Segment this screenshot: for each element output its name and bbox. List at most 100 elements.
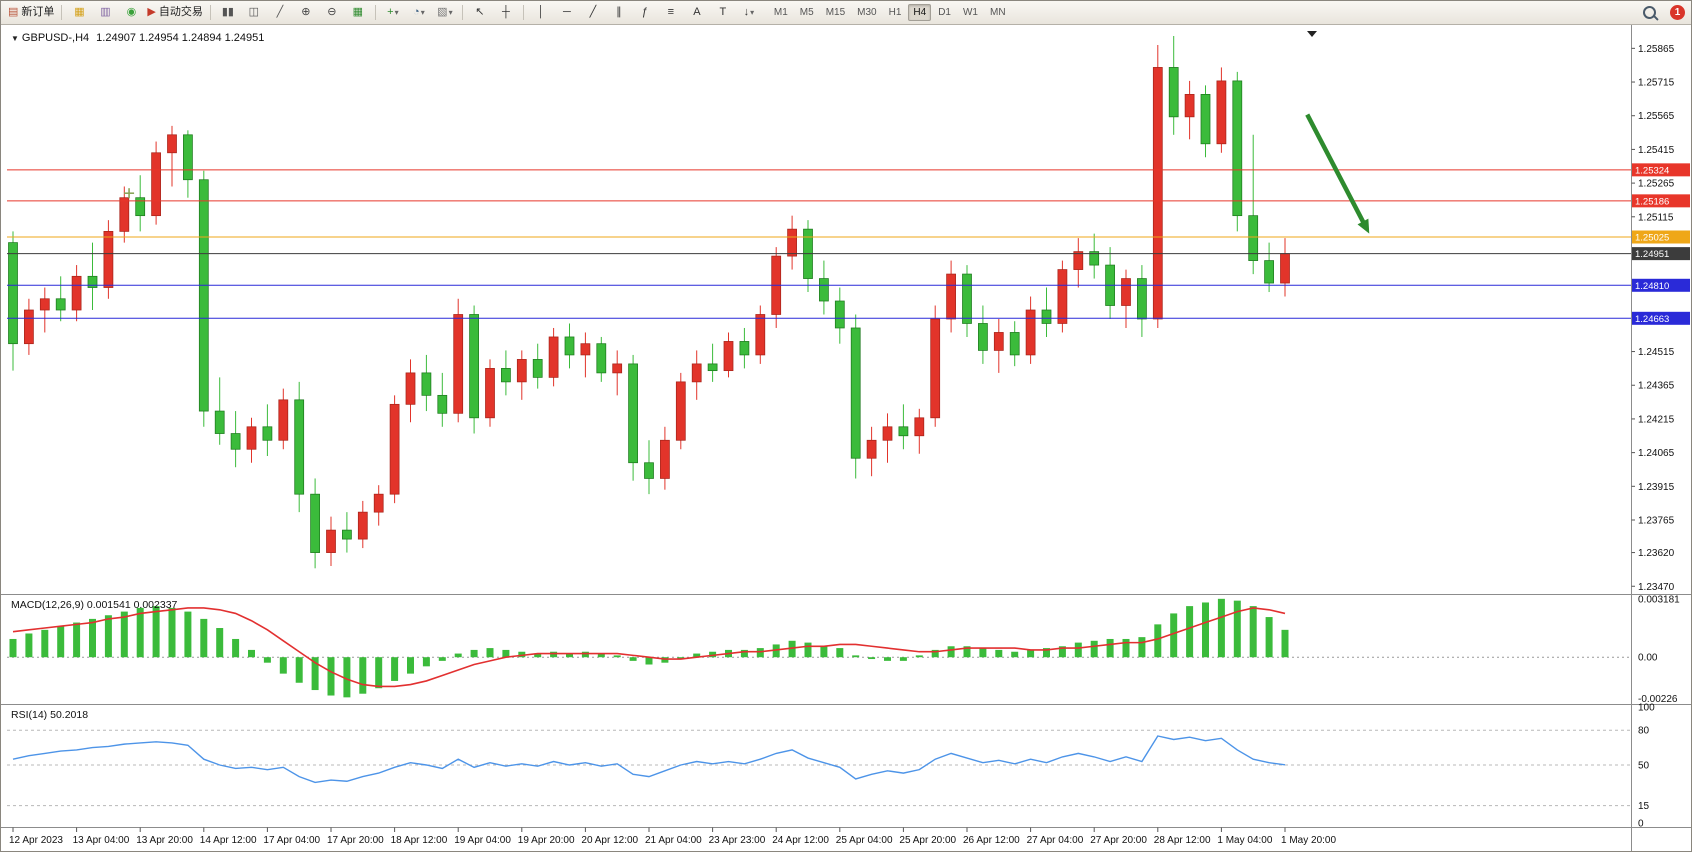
- candle-body: [516, 359, 527, 383]
- candle-body: [151, 152, 161, 217]
- macd-bar: [486, 648, 494, 658]
- candle-body: [103, 231, 114, 288]
- fibonacci-button[interactable]: ƒ: [632, 2, 658, 24]
- price-badge[interactable]: [1632, 278, 1690, 292]
- price-tick: 1.25415: [1638, 145, 1675, 156]
- price-badge[interactable]: [1632, 311, 1690, 325]
- text-label-button[interactable]: T: [710, 2, 736, 24]
- text-button[interactable]: A: [684, 2, 710, 24]
- macd-bar: [279, 657, 287, 674]
- data-window-icon-icon: ▥: [100, 6, 111, 18]
- chart-shift-marker[interactable]: [1307, 31, 1317, 37]
- candle-body: [548, 336, 559, 378]
- macd-bar: [1011, 651, 1019, 658]
- symbol-collapse-icon[interactable]: ▼: [11, 34, 19, 43]
- time-label: 1 May 20:00: [1281, 835, 1336, 846]
- symbol-label: ▼ GBPUSD-,H4 1.24907 1.24954 1.24894 1.249…: [11, 32, 264, 44]
- macd-bar: [1186, 606, 1194, 658]
- timeframe-m5[interactable]: M5: [799, 7, 814, 18]
- zoom-out-button[interactable]: ⊖: [319, 2, 345, 24]
- candle-body: [739, 341, 750, 356]
- zoom-in-button[interactable]: ⊕: [293, 2, 319, 24]
- macd-bar: [931, 649, 939, 658]
- macd-values: 0.001541 0.002337: [86, 599, 178, 611]
- tile-windows-button[interactable]: ▦: [345, 2, 371, 24]
- candle-chart-mode-button[interactable]: ◫: [241, 2, 267, 24]
- timeframe-w1[interactable]: W1: [962, 7, 978, 18]
- search-button[interactable]: [1636, 2, 1662, 24]
- macd-axis-label: 0.003181: [1638, 595, 1680, 606]
- macd-name: MACD(12,26,9): [11, 599, 84, 611]
- time-label: 24 Apr 12:00: [772, 835, 829, 846]
- price-tick: 1.25715: [1638, 78, 1675, 89]
- candle-body: [882, 426, 893, 441]
- bar-chart-mode-icon: ▮▮: [221, 6, 234, 18]
- macd-bar: [661, 657, 669, 663]
- price-badge[interactable]: [1632, 194, 1690, 208]
- candle-body: [993, 332, 1004, 351]
- candle-body: [612, 363, 623, 374]
- new-order-button[interactable]: ▤ 新订单: [5, 2, 57, 24]
- price-badge[interactable]: [1632, 230, 1690, 244]
- candle-body: [262, 426, 273, 441]
- cursor-button[interactable]: ↖: [467, 2, 493, 24]
- macd-bar: [947, 646, 955, 658]
- toolbar-separator: [374, 5, 376, 20]
- vertical-line-button[interactable]: │: [528, 2, 554, 24]
- timeframe-h4[interactable]: H4: [908, 4, 932, 21]
- trend-arrow[interactable]: [1305, 113, 1369, 229]
- channel-button[interactable]: ∥: [606, 2, 632, 24]
- macd-bar: [995, 649, 1003, 658]
- charts-window-icon-icon: ▦: [74, 6, 85, 18]
- shapes-button[interactable]: ≡: [658, 2, 684, 24]
- horizontal-line-button[interactable]: ─: [554, 2, 580, 24]
- line-chart-mode-button[interactable]: ╱: [267, 2, 293, 24]
- macd-bar: [1170, 613, 1178, 658]
- price-badge[interactable]: [1632, 163, 1690, 177]
- timeframe-m1[interactable]: M1: [773, 7, 788, 18]
- macd-bar: [1074, 642, 1082, 658]
- macd-bar: [1122, 638, 1130, 658]
- timeframe-d1[interactable]: D1: [938, 7, 951, 18]
- price-badge[interactable]: [1632, 247, 1690, 261]
- auto-trading-button[interactable]: ▶ 自动交易: [144, 2, 205, 24]
- navigator-icon[interactable]: ◉: [118, 2, 144, 24]
- templates-button[interactable]: ▧ ▾: [432, 2, 458, 24]
- macd-bar: [454, 653, 462, 658]
- data-window-icon[interactable]: ▥: [92, 2, 118, 24]
- crosshair-button[interactable]: ┼: [493, 2, 519, 24]
- indicators-button[interactable]: + ▾: [380, 2, 406, 24]
- macd-bar: [327, 657, 335, 696]
- timeframe-m30[interactable]: M30: [857, 7, 877, 18]
- charts-window-icon[interactable]: ▦: [66, 2, 92, 24]
- price-tick: 1.24215: [1638, 414, 1675, 425]
- candle-body: [914, 417, 925, 437]
- candle-body: [691, 363, 702, 383]
- timeframe-h1[interactable]: H1: [888, 7, 902, 18]
- timeframe-m15[interactable]: M15: [825, 7, 846, 18]
- rsi-axis-label: 0: [1638, 819, 1644, 830]
- notification-badge[interactable]: 1: [1670, 5, 1685, 20]
- candle-body: [453, 314, 464, 414]
- macd-axis-label: 0.00: [1638, 653, 1658, 664]
- periods-button[interactable]: ◔ ▾: [406, 2, 432, 24]
- macd-bar: [740, 649, 748, 658]
- candle-body: [723, 341, 734, 372]
- timeframe-mn[interactable]: MN: [989, 7, 1006, 18]
- candle-body: [87, 275, 98, 288]
- trendline-button[interactable]: ╱: [580, 2, 606, 24]
- candle-body: [866, 439, 877, 459]
- macd-bar: [1202, 602, 1209, 658]
- macd-bar: [168, 607, 176, 658]
- templates-icon: ▧: [437, 6, 448, 18]
- candle-body: [1089, 251, 1100, 266]
- indicators-icon: +: [387, 6, 394, 18]
- candlestick-layer: [8, 35, 1290, 569]
- arrow-objects-button[interactable]: ↓ ▾: [736, 2, 762, 24]
- rsi-panel: 100 80 50 15 0: [7, 703, 1655, 830]
- candle-body: [1232, 80, 1243, 217]
- levels-layer: 1.25324 1.25186 1.25025 1.24951 1.24810 1.246…: [7, 163, 1690, 325]
- bar-chart-mode-button[interactable]: ▮▮: [215, 2, 241, 24]
- time-label: 17 Apr 20:00: [327, 835, 384, 846]
